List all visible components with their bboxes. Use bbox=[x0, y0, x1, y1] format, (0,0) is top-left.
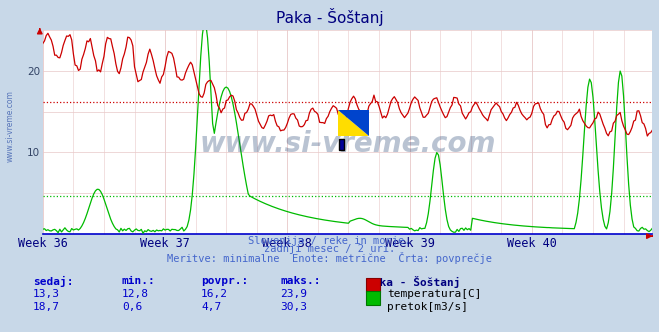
Text: pretok[m3/s]: pretok[m3/s] bbox=[387, 302, 468, 312]
Text: www.si-vreme.com: www.si-vreme.com bbox=[5, 90, 14, 162]
Text: min.:: min.: bbox=[122, 276, 156, 286]
Text: Paka - Šoštanj: Paka - Šoštanj bbox=[275, 8, 384, 26]
Text: 4,7: 4,7 bbox=[201, 302, 221, 312]
Text: 12,8: 12,8 bbox=[122, 289, 149, 299]
Text: Paka - Šoštanj: Paka - Šoštanj bbox=[366, 276, 460, 288]
Text: povpr.:: povpr.: bbox=[201, 276, 248, 286]
Text: Slovenija / reke in morje.: Slovenija / reke in morje. bbox=[248, 236, 411, 246]
Text: maks.:: maks.: bbox=[280, 276, 320, 286]
Text: www.si-vreme.com: www.si-vreme.com bbox=[200, 130, 496, 158]
Text: zadnji mesec / 2 uri.: zadnji mesec / 2 uri. bbox=[264, 244, 395, 254]
Text: sedaj:: sedaj: bbox=[33, 276, 73, 287]
Text: 23,9: 23,9 bbox=[280, 289, 307, 299]
Polygon shape bbox=[339, 110, 369, 136]
Text: temperatura[C]: temperatura[C] bbox=[387, 289, 481, 299]
Text: 0,6: 0,6 bbox=[122, 302, 142, 312]
Text: 30,3: 30,3 bbox=[280, 302, 307, 312]
FancyBboxPatch shape bbox=[339, 139, 344, 150]
Text: 13,3: 13,3 bbox=[33, 289, 60, 299]
Text: Meritve: minimalne  Enote: metrične  Črta: povprečje: Meritve: minimalne Enote: metrične Črta:… bbox=[167, 252, 492, 264]
Polygon shape bbox=[339, 110, 369, 136]
Text: 16,2: 16,2 bbox=[201, 289, 228, 299]
Text: 18,7: 18,7 bbox=[33, 302, 60, 312]
